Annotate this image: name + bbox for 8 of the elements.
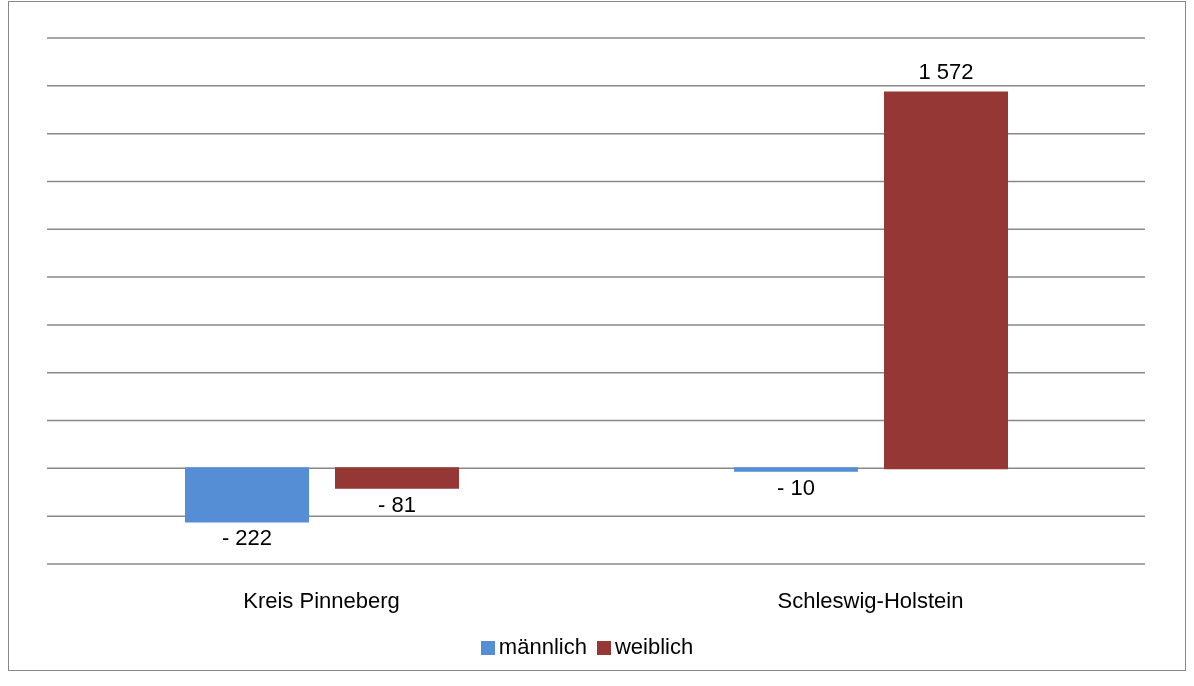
x-tick-label: Kreis Pinneberg <box>243 587 400 613</box>
data-label: - 81 <box>378 491 416 517</box>
data-label: 1 572 <box>918 58 974 84</box>
data-label: - 222 <box>221 525 273 551</box>
x-tick-label: Schleswig-Holstein <box>777 587 964 613</box>
data-label: - 10 <box>777 474 815 500</box>
legend-label: weiblich <box>614 634 694 659</box>
legend-label: männlich <box>498 634 587 659</box>
